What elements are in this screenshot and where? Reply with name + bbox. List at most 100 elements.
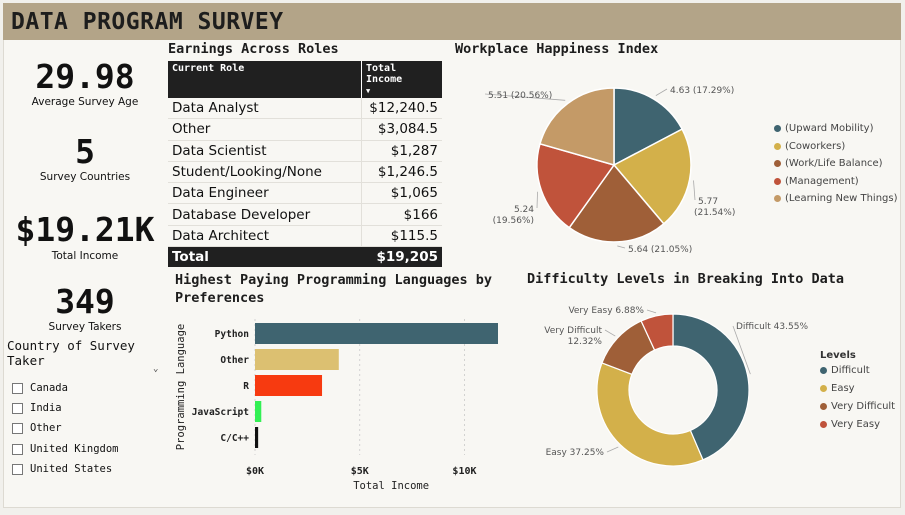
dashboard-canvas bbox=[3, 3, 901, 508]
pie-slice[interactable] bbox=[612, 128, 692, 225]
income-cell: $1,287 bbox=[361, 140, 442, 162]
legend-dot-icon bbox=[774, 125, 781, 132]
earnings-table: Current Role Total Income ▼ Data Analyst $… bbox=[168, 61, 442, 268]
column-header-label: Total Income bbox=[366, 63, 403, 85]
bar[interactable] bbox=[255, 349, 339, 370]
happiness-pie-chart: 4.63 (17.29%) 5.77(21.54%) 5.64 (21.05%) 5.… bbox=[484, 86, 735, 255]
pie-slice[interactable] bbox=[536, 142, 616, 229]
donut-slice[interactable] bbox=[640, 313, 674, 351]
legend-label: (Management) bbox=[785, 175, 859, 187]
legend-dot-icon bbox=[774, 142, 781, 150]
checkbox-icon[interactable] bbox=[12, 402, 23, 414]
kpi-value: 29.98 bbox=[35, 57, 135, 96]
y-tick-label: R bbox=[243, 381, 249, 392]
legend-dot-icon bbox=[820, 385, 827, 392]
leader-line bbox=[732, 325, 751, 375]
table-row: Database Developer $166 bbox=[168, 203, 442, 226]
legend-item[interactable]: (Learning New Things) bbox=[774, 193, 898, 204]
column-header-income[interactable]: Total Income ▼ bbox=[361, 61, 442, 98]
leader-line bbox=[617, 245, 626, 249]
data-label: 5.64 (21.05%) bbox=[628, 245, 692, 255]
slicer-item-united-kingdom[interactable]: United Kingdom bbox=[12, 443, 119, 455]
role-cell: Data Scientist bbox=[168, 140, 362, 162]
pie-slice[interactable] bbox=[539, 87, 615, 166]
role-cell: Data Architect bbox=[168, 225, 362, 248]
slicer-item-canada[interactable]: Canada bbox=[12, 382, 68, 394]
slicer-item-other[interactable]: Other bbox=[12, 422, 62, 434]
total-value: $19,205 bbox=[361, 246, 442, 268]
pie-slice[interactable] bbox=[568, 163, 665, 243]
legend-item[interactable]: (Upward Mobility) bbox=[774, 123, 874, 134]
bar[interactable] bbox=[255, 375, 323, 396]
legend-label: Difficult bbox=[831, 365, 870, 376]
x-tick-label: $0K bbox=[246, 466, 264, 477]
slicer-item-united-states[interactable]: United States bbox=[12, 463, 112, 475]
y-tick-label: C/C++ bbox=[220, 433, 249, 444]
legend-title: Levels bbox=[820, 350, 856, 361]
table-row: Student/Looking/None $1,246.5 bbox=[168, 161, 442, 184]
legend-dot-icon bbox=[820, 403, 827, 410]
donut-slice[interactable] bbox=[672, 313, 750, 461]
legend-item[interactable]: (Work/Life Balance) bbox=[774, 158, 883, 169]
data-label: 5.51 (20.56%) bbox=[488, 91, 552, 101]
role-cell: Other bbox=[168, 118, 362, 141]
leader-line bbox=[693, 180, 696, 201]
slicer-item-label: United States bbox=[30, 463, 113, 475]
checkbox-icon[interactable] bbox=[12, 382, 23, 394]
leader-line bbox=[655, 88, 668, 96]
checkbox-icon[interactable] bbox=[12, 463, 23, 475]
legend-item[interactable]: Difficult bbox=[820, 365, 870, 376]
data-label: Very Easy 6.88% bbox=[568, 306, 644, 316]
income-cell: $166 bbox=[361, 203, 442, 226]
bar[interactable] bbox=[255, 323, 498, 344]
checkbox-icon[interactable] bbox=[12, 422, 23, 434]
donut-slice[interactable] bbox=[596, 362, 704, 467]
slicer-item-label: India bbox=[30, 402, 62, 414]
leader-line bbox=[606, 446, 619, 453]
slicer-item-india[interactable]: India bbox=[12, 402, 62, 414]
legend-item[interactable]: Very Difficult bbox=[820, 401, 895, 412]
legend-item[interactable]: Very Easy bbox=[820, 419, 880, 430]
data-label: Easy 37.25% bbox=[546, 448, 605, 458]
earnings-title: Earnings Across Roles bbox=[168, 41, 339, 57]
data-label: 12.32% bbox=[568, 337, 603, 347]
leader-line bbox=[646, 309, 657, 314]
x-axis-title: Total Income bbox=[353, 480, 429, 492]
kpi-survey-takers: 349 Survey Takers bbox=[15, 283, 155, 334]
chevron-down-icon[interactable]: ⌄ bbox=[153, 364, 159, 374]
table-row: Other $3,084.5 bbox=[168, 118, 442, 141]
data-label: Very Difficult bbox=[544, 326, 602, 336]
slicer-item-label: Other bbox=[30, 422, 62, 434]
legend-item[interactable]: Easy bbox=[820, 383, 855, 394]
legend-dot-icon bbox=[774, 160, 781, 167]
legend-label: Easy bbox=[831, 383, 855, 394]
kpi-value: $19.21K bbox=[15, 210, 155, 249]
legend-label: (Coworkers) bbox=[785, 140, 846, 152]
happiness-chart-title: Workplace Happiness Index bbox=[455, 41, 659, 57]
bar[interactable] bbox=[255, 427, 259, 448]
kpi-countries: 5 Survey Countries bbox=[15, 132, 155, 184]
pie-slice[interactable] bbox=[613, 87, 684, 167]
data-label: 5.24 bbox=[514, 205, 534, 215]
column-header-role[interactable]: Current Role bbox=[168, 61, 362, 98]
difficulty-chart-title: Difficulty Levels in Breaking Into Data bbox=[527, 271, 844, 287]
languages-bar-chart: $0K $5K $10K Python Other R JavaScript C/C++ Tot… bbox=[175, 319, 498, 492]
x-tick-label: $10K bbox=[452, 466, 476, 477]
income-cell: $1,246.5 bbox=[361, 161, 442, 184]
total-label: Total bbox=[168, 246, 362, 268]
legend-item[interactable]: (Management) bbox=[774, 176, 859, 187]
y-tick-label: JavaScript bbox=[192, 407, 249, 418]
checkbox-icon[interactable] bbox=[12, 443, 23, 455]
slicer-title: Country of Survey Taker bbox=[7, 338, 135, 368]
kpi-label: Survey Countries bbox=[39, 171, 131, 183]
table-total-row: Total $19,205 bbox=[168, 246, 442, 268]
legend-label: Very Easy bbox=[831, 419, 880, 430]
kpi-value: 5 bbox=[75, 132, 95, 171]
legend-item[interactable]: (Coworkers) bbox=[774, 141, 845, 152]
table-row: Data Analyst $12,240.5 bbox=[168, 98, 442, 120]
legend-dot-icon bbox=[820, 421, 827, 428]
bar[interactable] bbox=[255, 401, 262, 422]
kpi-label: Average Survey Age bbox=[31, 96, 139, 108]
sort-down-icon: ▼ bbox=[366, 87, 371, 95]
table-row: Data Architect $115.5 bbox=[168, 225, 442, 248]
